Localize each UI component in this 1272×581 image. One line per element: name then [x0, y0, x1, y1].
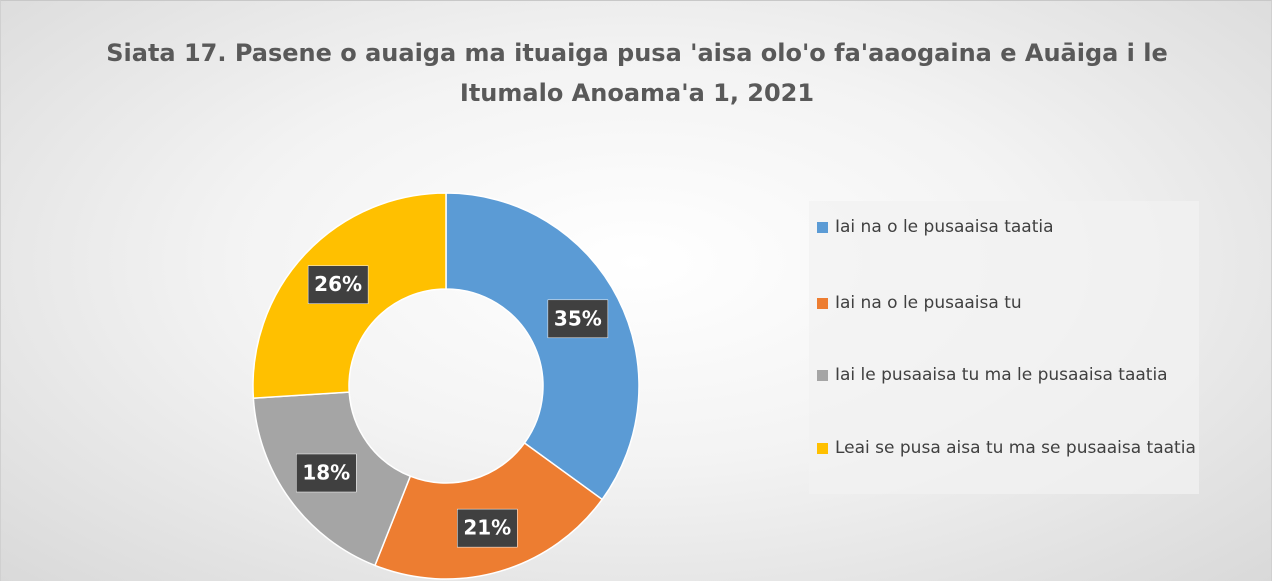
legend-label: Iai na o le pusaaisa tu	[835, 293, 1022, 313]
legend-item: Iai na o le pusaaisa taatia	[817, 213, 1205, 242]
data-label: 35%	[554, 306, 602, 330]
legend-swatch	[817, 298, 828, 309]
data-label: 26%	[314, 272, 362, 296]
data-label-box	[307, 265, 369, 304]
data-label-box	[547, 299, 609, 339]
legend-swatch	[817, 370, 828, 381]
data-label-box	[296, 453, 357, 493]
legend-item: Iai na o le pusaaisa tu	[817, 289, 1205, 318]
legend: Iai na o le pusaaisa taatia Iai na o le p…	[809, 201, 1199, 494]
legend-label: Iai na o le pusaaisa taatia	[835, 217, 1054, 237]
legend-label: Leai se pusa aisa tu ma se pusaaisa taat…	[835, 438, 1196, 458]
chart-title: Siata 17. Pasene o auaiga ma ituaiga pus…	[106, 39, 1168, 107]
legend-item: Iai le pusaaisa tu ma le pusaaisa taatia	[817, 361, 1205, 390]
legend-label: Iai le pusaaisa tu ma le pusaaisa taatia	[835, 365, 1168, 385]
data-label: 21%	[463, 516, 511, 540]
legend-swatch	[817, 222, 828, 233]
data-label-box	[457, 508, 518, 548]
data-label: 18%	[302, 460, 350, 484]
donut-slice	[445, 192, 640, 501]
legend-swatch	[817, 443, 828, 454]
legend-item: Leai se pusa aisa tu ma se pusaaisa taat…	[817, 434, 1205, 463]
